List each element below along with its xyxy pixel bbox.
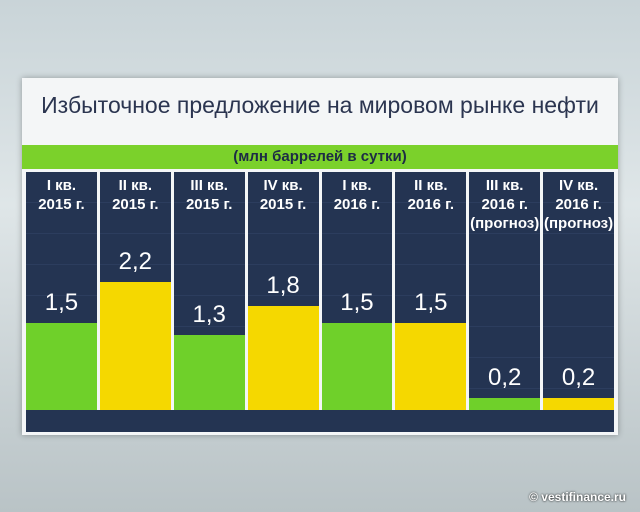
column: III кв. 2015 г. 1,3	[173, 172, 245, 410]
value-label: 2,2	[118, 248, 152, 276]
bar	[247, 305, 319, 410]
column: I кв. 2016 г. 1,5	[321, 172, 393, 410]
subtitle-band	[22, 145, 618, 169]
category-label: II кв. 2016 г.	[407, 177, 455, 213]
category-label: IV кв. 2016 г. (прогноз)	[544, 177, 614, 232]
chart-title: Избыточное предложение на мировом рынке …	[41, 92, 599, 118]
bar	[395, 322, 467, 410]
watermark: © vestifinance.ru	[529, 490, 626, 504]
value-label: 1,5	[340, 288, 374, 316]
category-label: III кв. 2015 г.	[185, 177, 233, 213]
bar	[321, 322, 393, 410]
bar	[469, 398, 541, 410]
bar	[26, 322, 97, 410]
category-label: I кв. 2015 г.	[38, 177, 85, 213]
category-label: IV кв. 2015 г.	[259, 177, 307, 213]
column: IV кв. 2016 г. (прогноз) 0,2	[543, 172, 614, 410]
value-label: 1,5	[44, 288, 79, 316]
category-label: III кв. 2016 г. (прогноз)	[470, 177, 540, 232]
category-label: I кв. 2016 г.	[333, 177, 381, 213]
bar	[173, 334, 245, 410]
columns: I кв. 2015 г. 1,5 II кв. 2015 г. 2,2 III кв.…	[26, 172, 614, 410]
value-label: 1,8	[266, 271, 300, 299]
value-label: 1,3	[192, 300, 226, 328]
value-label: 0,2	[488, 364, 522, 392]
column: IV кв. 2015 г. 1,8	[247, 172, 319, 410]
value-label: 0,2	[561, 364, 596, 392]
column: II кв. 2015 г. 2,2	[99, 172, 171, 410]
baseline-strip	[26, 410, 614, 432]
value-label: 1,5	[414, 288, 448, 316]
bar	[99, 282, 171, 410]
chart-subtitle: (млн баррелей в сутки)	[233, 148, 407, 165]
category-label: II кв. 2015 г.	[112, 177, 159, 213]
column: III кв. 2016 г. (прогноз) 0,2	[469, 172, 541, 410]
bar	[543, 398, 614, 410]
column: I кв. 2015 г. 1,5	[26, 172, 97, 410]
chart-panel: Избыточное предложение на мировом рынке …	[22, 78, 618, 435]
column: II кв. 2016 г. 1,5	[395, 172, 467, 410]
